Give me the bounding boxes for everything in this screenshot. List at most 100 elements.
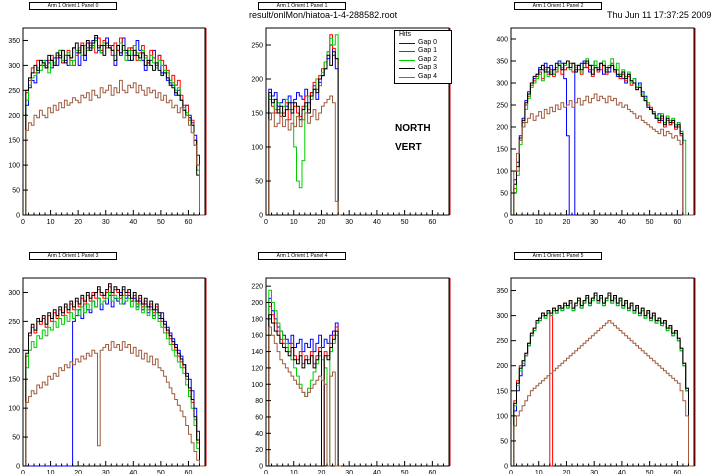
x-tick-label: 10 xyxy=(47,470,55,474)
y-tick-label: 220 xyxy=(251,284,263,291)
panel-2-title: Arm 1 Orient 1 Panel 2 xyxy=(514,2,602,10)
series-gap-2-line xyxy=(511,58,694,216)
y-tick-label: 350 xyxy=(496,288,508,295)
file-name-label: result/onlMon/hiatoa-1-4-288582.root xyxy=(249,10,398,20)
legend-entry: Gap 3 xyxy=(395,64,451,72)
y-tick-label: 0 xyxy=(504,464,508,471)
y-tick-label: 150 xyxy=(496,147,508,154)
plot-frame xyxy=(22,277,206,467)
y-tick-label: 200 xyxy=(251,300,263,307)
y-tick-label: 300 xyxy=(8,63,20,70)
y-tick-label: 40 xyxy=(255,431,263,438)
y-tick-label: 100 xyxy=(251,382,263,389)
plot-frame xyxy=(510,277,695,467)
y-tick-label: 50 xyxy=(12,188,20,195)
legend-label: Gap 4 xyxy=(418,72,438,80)
y-tick-label: 250 xyxy=(8,319,20,326)
y-tick-label: 50 xyxy=(255,179,263,186)
y-tick-label: 100 xyxy=(496,413,508,420)
legend-swatch xyxy=(399,59,415,61)
x-tick-label: 10 xyxy=(535,470,543,474)
series-gap-0-line xyxy=(266,44,341,216)
x-tick-label: 0 xyxy=(509,219,513,226)
legend-title: Hits xyxy=(399,31,412,38)
x-tick-label: 20 xyxy=(74,470,82,474)
panel-0-title: Arm 1 Orient 1 Panel 0 xyxy=(29,2,117,10)
x-tick-label: 20 xyxy=(74,219,82,226)
series-gap-0-line xyxy=(511,60,694,216)
plot-frame xyxy=(510,27,695,216)
series-gap-4-line xyxy=(511,93,694,216)
y-tick-label: 250 xyxy=(496,103,508,110)
legend-entry: Gap 2 xyxy=(395,56,451,64)
y-tick-label: 100 xyxy=(496,169,508,176)
x-tick-label: 20 xyxy=(563,470,571,474)
y-tick-label: 50 xyxy=(500,438,508,445)
legend: Hits Gap 0 Gap 1 Gap 2 Gap 3 Gap 4 xyxy=(394,30,452,84)
x-tick-label: 10 xyxy=(290,470,298,474)
y-tick-label: 0 xyxy=(504,213,508,220)
x-tick-label: 10 xyxy=(535,219,543,226)
y-tick-label: 400 xyxy=(496,37,508,44)
y-tick-label: 200 xyxy=(8,113,20,120)
x-tick-label: 40 xyxy=(618,470,626,474)
legend-swatch xyxy=(399,68,415,70)
series-gap-3-line xyxy=(266,51,341,216)
panel-1-title: Arm 1 Orient 1 Panel 1 xyxy=(258,2,346,10)
y-tick-label: 140 xyxy=(251,349,263,356)
x-tick-label: 30 xyxy=(590,470,598,474)
x-tick-label: 30 xyxy=(590,219,598,226)
legend-label: Gap 3 xyxy=(418,64,438,72)
panel-3-title: Arm 1 Orient 1 Panel 3 xyxy=(29,252,117,260)
x-tick-label: 40 xyxy=(129,219,137,226)
y-tick-label: 160 xyxy=(251,333,263,340)
y-tick-label: 200 xyxy=(251,77,263,84)
y-tick-label: 250 xyxy=(496,338,508,345)
series-gap-2-line xyxy=(23,292,205,467)
y-tick-label: 100 xyxy=(251,145,263,152)
legend-swatch xyxy=(399,76,415,78)
x-tick-label: 0 xyxy=(21,470,25,474)
x-tick-label: 0 xyxy=(264,219,268,226)
y-tick-label: 80 xyxy=(255,398,263,405)
x-tick-label: 60 xyxy=(428,470,436,474)
x-tick-label: 30 xyxy=(345,219,353,226)
x-tick-label: 0 xyxy=(509,470,513,474)
y-tick-label: 0 xyxy=(259,213,263,220)
y-tick-label: 150 xyxy=(8,377,20,384)
x-tick-label: 50 xyxy=(646,470,654,474)
x-tick-label: 10 xyxy=(47,219,55,226)
series-gap-4-line xyxy=(266,326,341,467)
legend-label: Gap 1 xyxy=(418,47,438,55)
y-tick-label: 300 xyxy=(496,81,508,88)
legend-label: Gap 2 xyxy=(418,55,438,63)
x-tick-label: 40 xyxy=(373,219,381,226)
series-gap-3-line xyxy=(23,35,205,216)
x-tick-label: 60 xyxy=(185,219,193,226)
x-tick-label: 40 xyxy=(618,219,626,226)
legend-entry: Gap 4 xyxy=(395,73,451,81)
x-tick-label: 60 xyxy=(428,219,436,226)
y-tick-label: 50 xyxy=(500,191,508,198)
legend-entry: Gap 1 xyxy=(395,47,451,55)
y-tick-label: 120 xyxy=(251,365,263,372)
series-gap-2-line xyxy=(23,40,205,216)
y-tick-label: 200 xyxy=(496,363,508,370)
series-gap-4-line xyxy=(511,320,694,467)
series-gap-4-line xyxy=(266,95,341,216)
annotation-vert: VERT xyxy=(395,142,422,153)
y-tick-label: 350 xyxy=(8,38,20,45)
x-tick-label: 50 xyxy=(646,219,654,226)
y-tick-label: 100 xyxy=(8,406,20,413)
y-tick-label: 100 xyxy=(8,163,20,170)
y-tick-label: 150 xyxy=(8,138,20,145)
y-tick-label: 300 xyxy=(8,290,20,297)
y-tick-label: 0 xyxy=(259,464,263,471)
series-gap-3-line xyxy=(511,60,694,216)
y-tick-label: 0 xyxy=(16,464,20,471)
x-tick-label: 30 xyxy=(102,219,110,226)
x-tick-label: 20 xyxy=(318,219,326,226)
plot-frame xyxy=(265,27,450,216)
x-tick-label: 10 xyxy=(290,219,298,226)
